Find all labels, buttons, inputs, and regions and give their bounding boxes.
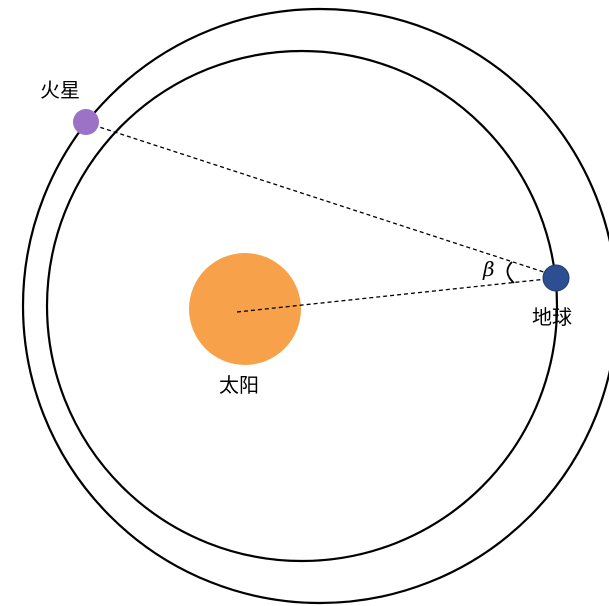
line-earth-mars [86, 122, 557, 277]
angle-beta-arc [506, 261, 515, 284]
earth-planet [542, 264, 570, 292]
mars-planet [73, 109, 99, 135]
mars-orbit [21, 7, 609, 605]
earth-label: 地球 [532, 305, 572, 329]
earth-orbit [45, 49, 559, 563]
mars-label: 火星 [40, 78, 80, 102]
line-earth-sun [236, 277, 557, 313]
sun [189, 253, 301, 365]
angle-beta-label: β [482, 257, 495, 281]
sun-label: 太阳 [219, 373, 259, 397]
